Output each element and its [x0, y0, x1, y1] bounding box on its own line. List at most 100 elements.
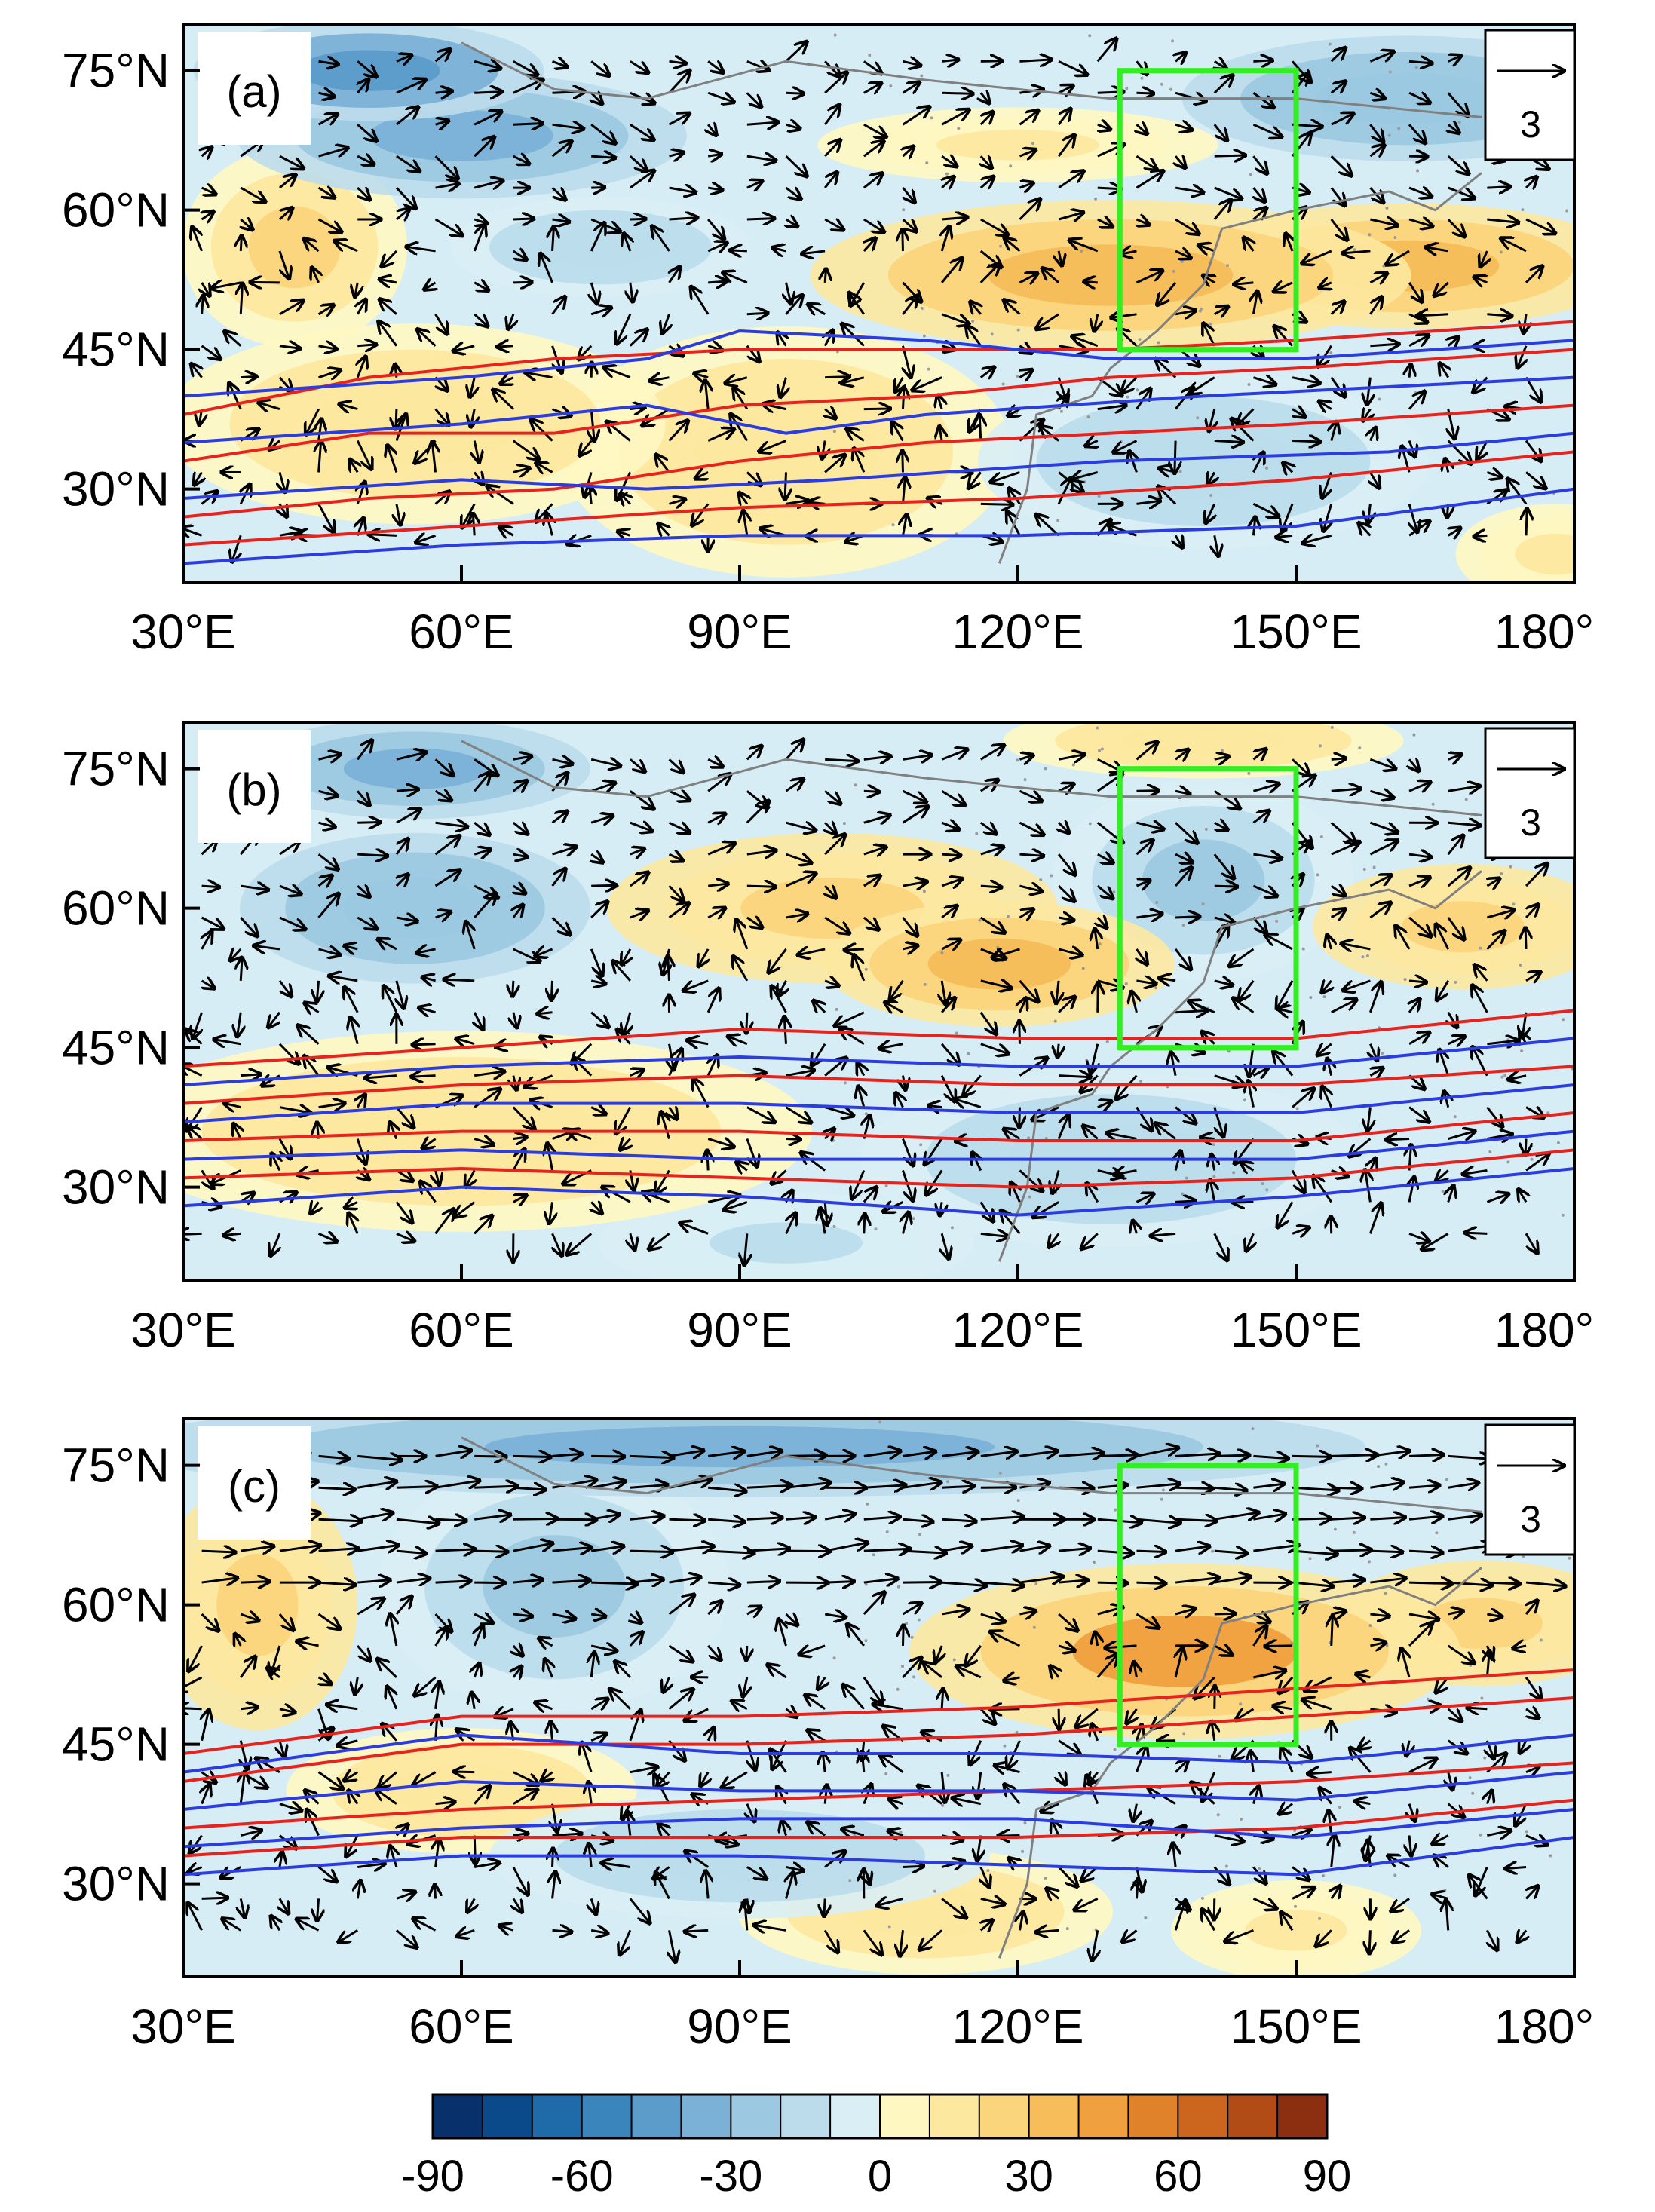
stipple-dot — [905, 1622, 909, 1625]
wind-vector — [808, 304, 826, 314]
wind-vector — [1436, 980, 1450, 1000]
wind-vector — [395, 208, 409, 219]
wind-vector — [1448, 786, 1480, 791]
wind-vector — [1480, 250, 1487, 267]
wind-vector — [1136, 170, 1163, 189]
stipple-dot — [1353, 248, 1356, 252]
stipple-dot — [1525, 1830, 1528, 1834]
wind-vector — [1057, 853, 1075, 875]
wind-vector — [1159, 468, 1176, 473]
wind-vector — [278, 979, 292, 997]
wind-vector — [1486, 930, 1505, 950]
wind-vector — [1447, 155, 1470, 174]
stipple-dot — [1059, 409, 1063, 413]
stipple-dot — [1138, 338, 1142, 342]
wind-vector — [1409, 364, 1411, 378]
wind-vector — [1332, 421, 1337, 441]
wind-vector — [329, 976, 358, 980]
stipple-dot — [1384, 1592, 1387, 1595]
wind-vector — [658, 523, 670, 535]
wind-vector — [1408, 916, 1431, 936]
wind-vector — [707, 908, 725, 918]
wind-vector — [201, 1551, 236, 1552]
wind-vector — [474, 440, 479, 463]
wind-vector — [357, 854, 388, 856]
wind-vector — [624, 233, 630, 252]
wind-vector — [552, 61, 568, 67]
stipple-dot — [1044, 767, 1047, 771]
stipple-dot — [868, 54, 872, 57]
wind-vector — [1252, 92, 1273, 108]
anomaly-patch — [248, 206, 341, 289]
stipple-dot — [1044, 1136, 1048, 1140]
wind-vector — [651, 226, 670, 252]
wind-vector — [707, 843, 735, 856]
wind-vector — [743, 510, 747, 536]
wind-vector — [268, 1011, 280, 1028]
lat-tick-label: 45°N — [62, 1021, 170, 1075]
wind-vector — [1136, 1551, 1166, 1552]
wind-vector — [368, 535, 397, 536]
stipple-dot — [1275, 919, 1279, 923]
wind-vector — [786, 124, 801, 129]
stipple-dot — [1200, 307, 1203, 311]
wind-vector — [1229, 948, 1255, 967]
stipple-dot — [978, 918, 982, 922]
stipple-dot — [1509, 865, 1512, 869]
wind-vector — [854, 954, 866, 982]
wind-vector — [863, 173, 883, 189]
wind-vector — [1525, 927, 1526, 949]
wind-vector — [1473, 535, 1488, 536]
stipple-dot — [946, 1773, 950, 1777]
stipple-dot — [1289, 1642, 1293, 1646]
wind-vector — [1057, 1043, 1059, 1058]
wind-vector — [786, 219, 798, 227]
wind-vector — [1058, 918, 1074, 921]
stipple-dot — [1140, 76, 1144, 80]
wind-vector — [474, 111, 501, 126]
wind-vector — [1234, 283, 1254, 284]
wind-vector — [620, 493, 630, 504]
stipple-dot — [1381, 300, 1384, 304]
wind-vector — [722, 272, 748, 284]
wind-vector — [1007, 409, 1019, 416]
wind-vector — [981, 93, 990, 103]
stipple-dot — [1568, 1556, 1571, 1560]
wind-vector — [318, 754, 342, 759]
stipple-dot — [1113, 1748, 1117, 1751]
stipple-dot — [1368, 1624, 1372, 1628]
wind-vector — [707, 242, 728, 251]
lat-tick-label: 75°N — [62, 742, 170, 796]
wind-vector — [1369, 758, 1396, 769]
wind-vector — [443, 979, 475, 981]
wind-vector — [892, 421, 904, 442]
stipple-dot — [1204, 827, 1208, 831]
wind-vector — [1292, 441, 1321, 442]
lon-tick-label: 180° — [1494, 1999, 1594, 2054]
wind-vector — [552, 124, 584, 129]
stipple-dot — [1172, 269, 1175, 273]
stipple-dot — [1001, 382, 1005, 386]
wind-vector — [980, 847, 1004, 854]
wind-vector — [382, 250, 397, 267]
wind-vector — [513, 756, 532, 759]
wind-vector — [1136, 742, 1157, 761]
wind-vector — [1131, 991, 1136, 1013]
panel-label: (b) — [226, 764, 281, 815]
wind-vector — [1214, 186, 1243, 199]
wind-vector — [396, 409, 397, 430]
wind-vector — [903, 945, 918, 949]
lat-tick-label: 45°N — [62, 323, 170, 377]
wind-vector — [844, 949, 864, 950]
wind-vector — [304, 1003, 320, 1013]
wind-vector — [1058, 997, 1075, 1013]
wind-vector — [224, 331, 242, 347]
stipple-dot — [1080, 249, 1083, 253]
wind-vector — [1396, 925, 1411, 950]
stipple-dot — [920, 74, 924, 78]
wind-vector — [1408, 93, 1430, 103]
wind-vector — [1507, 479, 1528, 505]
wind-vector — [1071, 472, 1099, 479]
wind-vector — [531, 419, 553, 442]
blue-contour — [183, 329, 1574, 398]
